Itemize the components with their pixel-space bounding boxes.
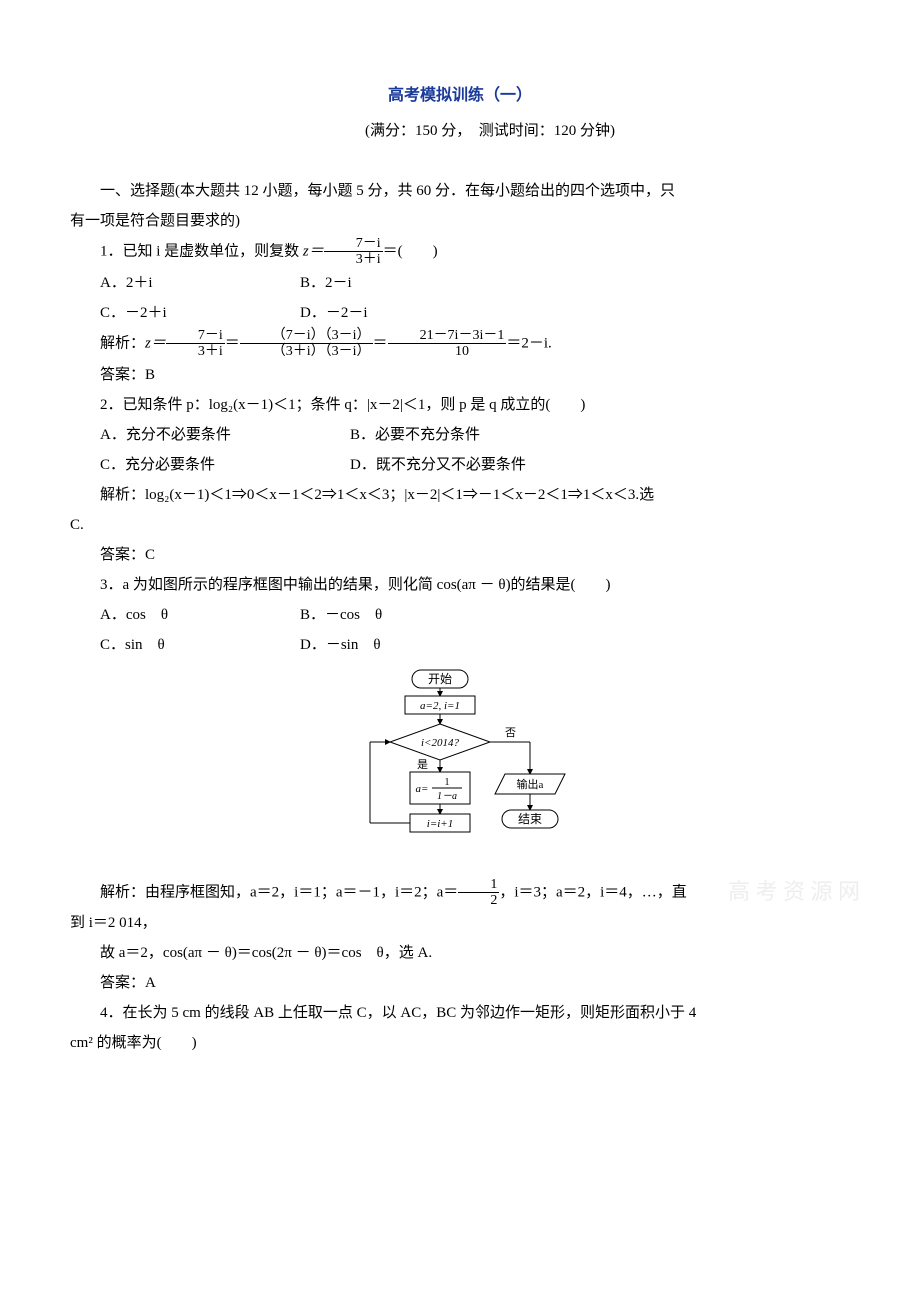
q1-sol-f1-den: 3＋i: [166, 344, 225, 359]
flow-start: 开始: [428, 672, 452, 686]
q1-solution: 解析：z＝7－i3＋i＝（7－i）（3－i）（3＋i）（3－i）＝21－7i－3…: [70, 328, 850, 360]
q3-sol-pre: 解析：由程序框图知，a＝2，i＝1；a＝－1，i＝2；a＝: [100, 884, 458, 900]
flow-end: 结束: [518, 812, 542, 826]
q1-optC: C．－2＋i: [100, 298, 300, 328]
q2-optD: D．既不充分又不必要条件: [350, 450, 600, 480]
q1-sol-eq1: ＝: [225, 335, 240, 351]
q1-stem-pre: 1．已知 i 是虚数单位，则复数: [100, 243, 303, 259]
q1-sol-f2-den: （3＋i）（3－i）: [240, 344, 373, 359]
q1-optA: A．2＋i: [100, 268, 300, 298]
q1-z-eq: z＝: [303, 243, 324, 259]
q1-sol-f3-den: 10: [388, 344, 507, 359]
q3-solution-line1: 解析：由程序框图知，a＝2，i＝1；a＝－1，i＝2；a＝12，i＝3；a＝2，…: [70, 877, 850, 909]
q3-flowchart: 开始 a=2, i=1 i<2014? 是 否 a= 1 1－a i=i+1 输…: [70, 668, 850, 869]
flow-init: a=2, i=1: [420, 700, 460, 712]
q4-line2: cm² 的概率为( ): [70, 1028, 850, 1058]
flow-yes: 是: [417, 758, 428, 771]
q1-answer: 答案：B: [70, 360, 850, 390]
q1-frac-den: 3＋i: [324, 252, 383, 267]
q1-sol-label: 解析：: [100, 335, 145, 351]
q1-sol-f2-num: （7－i）（3－i）: [240, 328, 373, 344]
flow-assign-num: 1: [445, 777, 450, 788]
q1-sol-f1: 7－i3＋i: [166, 328, 225, 360]
q1-sol-f3-num: 21－7i－3i－1: [388, 328, 507, 344]
page-title: 高考模拟训练（一）: [70, 80, 850, 112]
q1-options: A．2＋i B．2－i: [100, 268, 850, 298]
q2-optA: A．充分不必要条件: [100, 420, 350, 450]
flowchart-svg: 开始 a=2, i=1 i<2014? 是 否 a= 1 1－a i=i+1 输…: [340, 668, 580, 858]
q3-optD: D．－sin θ: [300, 630, 500, 660]
q2-stem-text: 2．已知条件 p：log₂(x－1)＜1；条件 q：|x－2|＜1，则 p 是 …: [100, 397, 585, 413]
q1-sol-f3: 21－7i－3i－110: [388, 328, 507, 360]
flow-no: 否: [505, 727, 516, 739]
section-intro-line2: 有一项是符合题目要求的): [70, 206, 850, 236]
q2-options-row2: C．充分必要条件 D．既不充分又不必要条件: [100, 450, 850, 480]
q1-optD: D．－2－i: [300, 298, 500, 328]
q3-sol-frac: 12: [458, 877, 499, 909]
q1-sol-f1-num: 7－i: [166, 328, 225, 344]
flow-cond: i<2014?: [421, 737, 459, 749]
q3-solution-line3: 故 a＝2，cos(aπ － θ)＝cos(2π － θ)＝cos θ，选 A.: [70, 938, 850, 968]
q3-options-row2: C．sin θ D．－sin θ: [100, 630, 850, 660]
q1-sol-tail: ＝2－i.: [506, 335, 551, 351]
q3-optC: C．sin θ: [100, 630, 300, 660]
q3-optB: B．－cos θ: [300, 600, 500, 630]
q2-optC: C．充分必要条件: [100, 450, 350, 480]
q1-optB: B．2－i: [300, 268, 500, 298]
flow-out: 输出a: [517, 777, 544, 791]
flow-inc: i=i+1: [427, 818, 453, 830]
section-intro-line1: 一、选择题(本大题共 12 小题，每小题 5 分，共 60 分．在每小题给出的四…: [70, 176, 850, 206]
q1-sol-f2: （7－i）（3－i）（3＋i）（3－i）: [240, 328, 373, 360]
q1-stem-post: ＝( ): [383, 243, 438, 259]
q2-solution-line2: C.: [70, 510, 850, 540]
q3-answer: 答案：A: [70, 968, 850, 998]
q2-options: A．充分不必要条件 B．必要不充分条件: [100, 420, 850, 450]
q1-frac-num: 7－i: [324, 236, 383, 252]
q2-optB: B．必要不充分条件: [350, 420, 600, 450]
q3-solution-line2: 到 i＝2 014，: [70, 908, 850, 938]
q2-stem: 2．已知条件 p：log₂(x－1)＜1；条件 q：|x－2|＜1，则 p 是 …: [70, 390, 850, 420]
flow-assign-den: 1－a: [437, 791, 457, 802]
q3-sol-post: ，i＝3；a＝2，i＝4，…，直: [499, 884, 687, 900]
page-subtitle: (满分：150 分， 测试时间：120 分钟): [70, 116, 850, 146]
q1-sol-eq2: ＝: [373, 335, 388, 351]
q3-options: A．cos θ B．－cos θ: [100, 600, 850, 630]
q2-answer: 答案：C: [70, 540, 850, 570]
q4-line1: 4．在长为 5 cm 的线段 AB 上任取一点 C，以 AC，BC 为邻边作一矩…: [70, 998, 850, 1028]
q3-optA: A．cos θ: [100, 600, 300, 630]
q1-frac: 7－i3＋i: [324, 236, 383, 268]
q1-options-row2: C．－2＋i D．－2－i: [100, 298, 850, 328]
flow-assign-pre: a=: [416, 783, 429, 795]
q3-sol-frac-den: 2: [458, 893, 499, 908]
q2-solution-line1: 解析：log₂(x－1)＜1⇒0＜x－1＜2⇒1＜x＜3；|x－2|＜1⇒－1＜…: [70, 480, 850, 510]
q3-sol-frac-num: 1: [458, 877, 499, 893]
q3-stem: 3．a 为如图所示的程序框图中输出的结果，则化简 cos(aπ － θ)的结果是…: [70, 570, 850, 600]
q1-sol-z: z＝: [145, 335, 166, 351]
q1-stem: 1．已知 i 是虚数单位，则复数 z＝7－i3＋i＝( ): [70, 236, 850, 268]
